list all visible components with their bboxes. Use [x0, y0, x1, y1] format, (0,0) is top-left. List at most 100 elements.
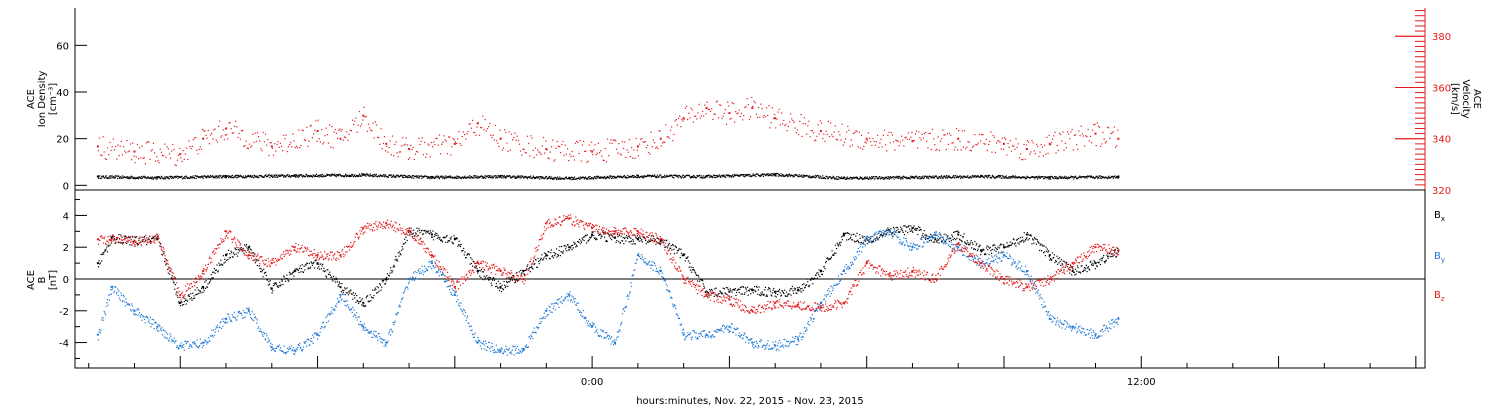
velocity-sample	[921, 133, 923, 135]
velocity-sample	[262, 131, 264, 133]
density-sample	[907, 177, 909, 179]
density-sample	[608, 177, 610, 180]
bx-sample	[718, 293, 720, 295]
density-sample	[326, 173, 328, 175]
bx-sample	[224, 258, 226, 260]
velocity-sample	[1031, 140, 1033, 142]
bx-sample	[532, 260, 535, 262]
density-sample	[642, 175, 644, 177]
density-sample	[975, 176, 977, 178]
by-sample	[126, 304, 128, 306]
by-sample	[170, 339, 173, 341]
velocity-sample	[785, 123, 787, 126]
density-sample	[1085, 175, 1088, 178]
velocity-sample	[1023, 143, 1025, 146]
velocity-sample	[1111, 132, 1113, 134]
density-sample	[681, 177, 683, 179]
density-sample	[199, 177, 201, 179]
bx-sample	[1101, 260, 1103, 262]
velocity-point	[362, 114, 365, 117]
bx-point	[1002, 246, 1005, 249]
bx-sample	[390, 270, 392, 272]
density-sample	[205, 175, 207, 178]
bx-sample	[1115, 256, 1117, 258]
time-tick-label: 0:00	[581, 377, 603, 388]
density-sample	[832, 177, 834, 179]
density-sample	[155, 178, 157, 180]
density-sample	[156, 176, 158, 178]
density-sample	[404, 176, 407, 178]
bx-sample	[836, 242, 838, 244]
bx-sample	[940, 234, 942, 236]
bx-sample	[846, 232, 849, 234]
density-sample	[516, 175, 519, 177]
by-sample	[172, 340, 175, 342]
bx-sample	[898, 231, 900, 233]
by-sample	[294, 349, 296, 351]
velocity-sample	[435, 137, 437, 140]
density-sample	[1073, 178, 1075, 180]
density-sample	[231, 177, 233, 179]
density-sample	[656, 177, 658, 179]
bx-sample	[839, 244, 841, 246]
density-sample	[176, 175, 179, 177]
by-sample	[341, 298, 343, 300]
by-sample	[144, 318, 146, 320]
bx-sample	[973, 248, 975, 250]
bx-sample	[803, 283, 805, 285]
density-sample	[904, 176, 906, 178]
bx-sample	[969, 244, 971, 246]
density-sample	[732, 174, 734, 176]
density-sample	[703, 177, 705, 179]
density-sample	[1072, 176, 1074, 178]
velocity-sample	[1044, 144, 1046, 146]
velocity-sample	[724, 109, 727, 111]
density-sample	[855, 176, 857, 178]
density-sample	[1083, 175, 1085, 178]
density-sample	[514, 176, 516, 178]
density-sample	[626, 177, 628, 179]
density-sample	[724, 175, 726, 178]
bx-sample	[136, 243, 139, 245]
density-sample	[343, 175, 345, 177]
density-sample	[385, 174, 387, 176]
by-sample	[254, 316, 257, 318]
bx-sample	[520, 273, 522, 275]
velocity-sample	[808, 120, 810, 122]
bx-sample	[589, 237, 592, 239]
bx-sample	[801, 284, 804, 286]
velocity-sample	[312, 133, 315, 135]
by-sample	[321, 326, 323, 328]
bx-sample	[322, 270, 324, 272]
velocity-sample	[131, 159, 133, 161]
bx-sample	[915, 227, 917, 230]
density-sample	[491, 176, 493, 178]
density-sample	[627, 174, 629, 176]
velocity-sample	[102, 136, 104, 138]
bx-sample	[1101, 258, 1104, 260]
bx-sample	[656, 237, 658, 239]
bx-sample	[697, 274, 699, 276]
velocity-sample	[101, 155, 103, 157]
velocity-sample	[671, 126, 673, 128]
bx-sample	[115, 238, 118, 241]
velocity-sample	[926, 140, 928, 142]
density-sample	[948, 175, 950, 177]
bx-sample	[449, 237, 451, 239]
density-sample	[515, 176, 517, 178]
bx-sample	[456, 237, 458, 239]
velocity-sample	[414, 153, 416, 155]
bx-sample	[105, 248, 107, 250]
bx-sample	[552, 255, 554, 257]
velocity-sample	[1050, 141, 1053, 144]
by-sample	[200, 342, 202, 344]
velocity-sample	[735, 111, 737, 113]
velocity-sample	[399, 151, 402, 153]
bx-sample	[825, 260, 827, 262]
density-sample	[692, 176, 694, 179]
by-sample	[211, 334, 214, 336]
velocity-sample	[866, 140, 868, 142]
density-sample	[360, 173, 363, 175]
by-point	[499, 349, 502, 352]
density-sample	[151, 177, 153, 179]
